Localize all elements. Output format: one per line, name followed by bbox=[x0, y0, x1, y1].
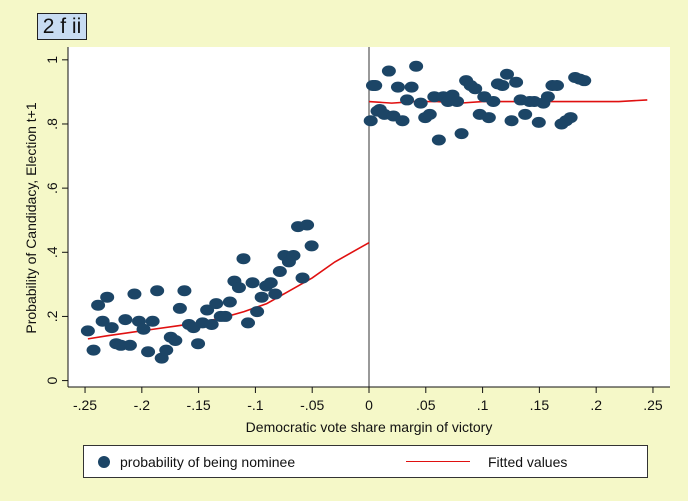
data-point bbox=[518, 108, 533, 120]
x-tick-label: -.2 bbox=[134, 397, 151, 413]
data-point bbox=[454, 128, 469, 140]
data-point bbox=[172, 302, 187, 314]
y-tick-label: .4 bbox=[44, 246, 60, 258]
legend-label-nominee: probability of being nominee bbox=[120, 453, 296, 470]
data-point bbox=[209, 298, 224, 310]
data-point bbox=[300, 219, 315, 231]
data-point bbox=[486, 96, 501, 108]
data-point bbox=[127, 288, 142, 300]
x-axis-label: Democratic vote share margin of victory bbox=[246, 419, 493, 435]
y-tick-label: 0 bbox=[44, 376, 60, 384]
data-point bbox=[504, 115, 519, 127]
y-axis: 0 .2 .4 .6 .8 1 bbox=[44, 56, 68, 384]
data-point bbox=[80, 325, 95, 337]
data-point bbox=[577, 75, 592, 87]
data-point bbox=[241, 317, 256, 329]
data-point bbox=[304, 240, 319, 252]
data-point bbox=[400, 94, 415, 106]
data-point bbox=[254, 291, 269, 303]
x-tick-label: .15 bbox=[530, 397, 550, 413]
data-point bbox=[159, 344, 174, 356]
x-tick-label: -.15 bbox=[187, 397, 211, 413]
data-point bbox=[390, 81, 405, 93]
y-tick-label: .2 bbox=[44, 310, 60, 322]
y-tick-label: .6 bbox=[44, 182, 60, 194]
data-point bbox=[531, 116, 546, 128]
x-tick-label: -.05 bbox=[300, 397, 324, 413]
data-point bbox=[250, 306, 265, 318]
data-points bbox=[80, 60, 592, 364]
legend-line-icon bbox=[406, 461, 470, 462]
data-point bbox=[413, 97, 428, 109]
legend-item-nominee: probability of being nominee bbox=[98, 446, 295, 477]
fitted-line bbox=[87, 241, 370, 340]
y-axis-label: Probability of Candidacy, Election t+1 bbox=[23, 102, 39, 333]
data-point bbox=[381, 65, 396, 77]
x-tick-label: .25 bbox=[643, 397, 663, 413]
data-point bbox=[136, 323, 151, 335]
x-tick-label: 0 bbox=[365, 397, 373, 413]
data-point bbox=[422, 108, 437, 120]
data-point bbox=[177, 285, 192, 297]
data-point bbox=[200, 304, 215, 316]
data-point bbox=[286, 249, 301, 261]
data-point bbox=[431, 134, 446, 146]
data-point bbox=[168, 334, 183, 346]
data-point bbox=[540, 91, 555, 103]
data-point bbox=[268, 288, 283, 300]
data-point bbox=[500, 68, 515, 80]
data-point bbox=[404, 81, 419, 93]
x-tick-label: .05 bbox=[416, 397, 436, 413]
data-point bbox=[91, 299, 106, 311]
data-point bbox=[222, 296, 237, 308]
data-point bbox=[563, 112, 578, 124]
panel-label: 2 f ii bbox=[37, 13, 87, 40]
data-point bbox=[263, 277, 278, 289]
legend-item-fitted: Fitted values bbox=[406, 446, 567, 477]
data-point bbox=[191, 338, 206, 350]
data-point bbox=[86, 344, 101, 356]
data-point bbox=[204, 318, 219, 330]
data-point bbox=[549, 79, 564, 91]
x-tick-label: -.25 bbox=[73, 397, 97, 413]
y-tick-label: 1 bbox=[44, 56, 60, 64]
data-point bbox=[122, 339, 137, 351]
data-point bbox=[363, 115, 378, 127]
y-tick-label: .8 bbox=[44, 118, 60, 130]
data-point bbox=[100, 291, 115, 303]
x-tick-label: -.1 bbox=[247, 397, 264, 413]
data-point bbox=[481, 112, 496, 124]
legend-label-fitted: Fitted values bbox=[488, 453, 568, 470]
data-point bbox=[145, 315, 160, 327]
x-axis: -.25 -.2 -.15 -.1 -.05 0 .05 .1 .15 .2 .25 bbox=[73, 387, 663, 413]
data-point bbox=[495, 79, 510, 91]
data-point bbox=[395, 115, 410, 127]
data-point bbox=[245, 277, 260, 289]
data-point bbox=[509, 76, 524, 88]
data-point bbox=[150, 285, 165, 297]
data-point bbox=[272, 266, 287, 278]
data-point bbox=[231, 282, 246, 294]
x-tick-label: .1 bbox=[477, 397, 489, 413]
data-point bbox=[295, 272, 310, 284]
data-point bbox=[95, 315, 110, 327]
data-point bbox=[409, 60, 424, 72]
data-point bbox=[118, 314, 133, 326]
data-point bbox=[450, 96, 465, 108]
data-point bbox=[236, 253, 251, 265]
data-point bbox=[368, 79, 383, 91]
legend: probability of being nominee Fitted valu… bbox=[83, 445, 648, 478]
data-point bbox=[218, 310, 233, 322]
data-point bbox=[468, 83, 483, 95]
legend-dot-icon bbox=[98, 455, 110, 468]
x-tick-label: .2 bbox=[590, 397, 602, 413]
data-point bbox=[141, 346, 156, 358]
data-point bbox=[104, 322, 119, 334]
